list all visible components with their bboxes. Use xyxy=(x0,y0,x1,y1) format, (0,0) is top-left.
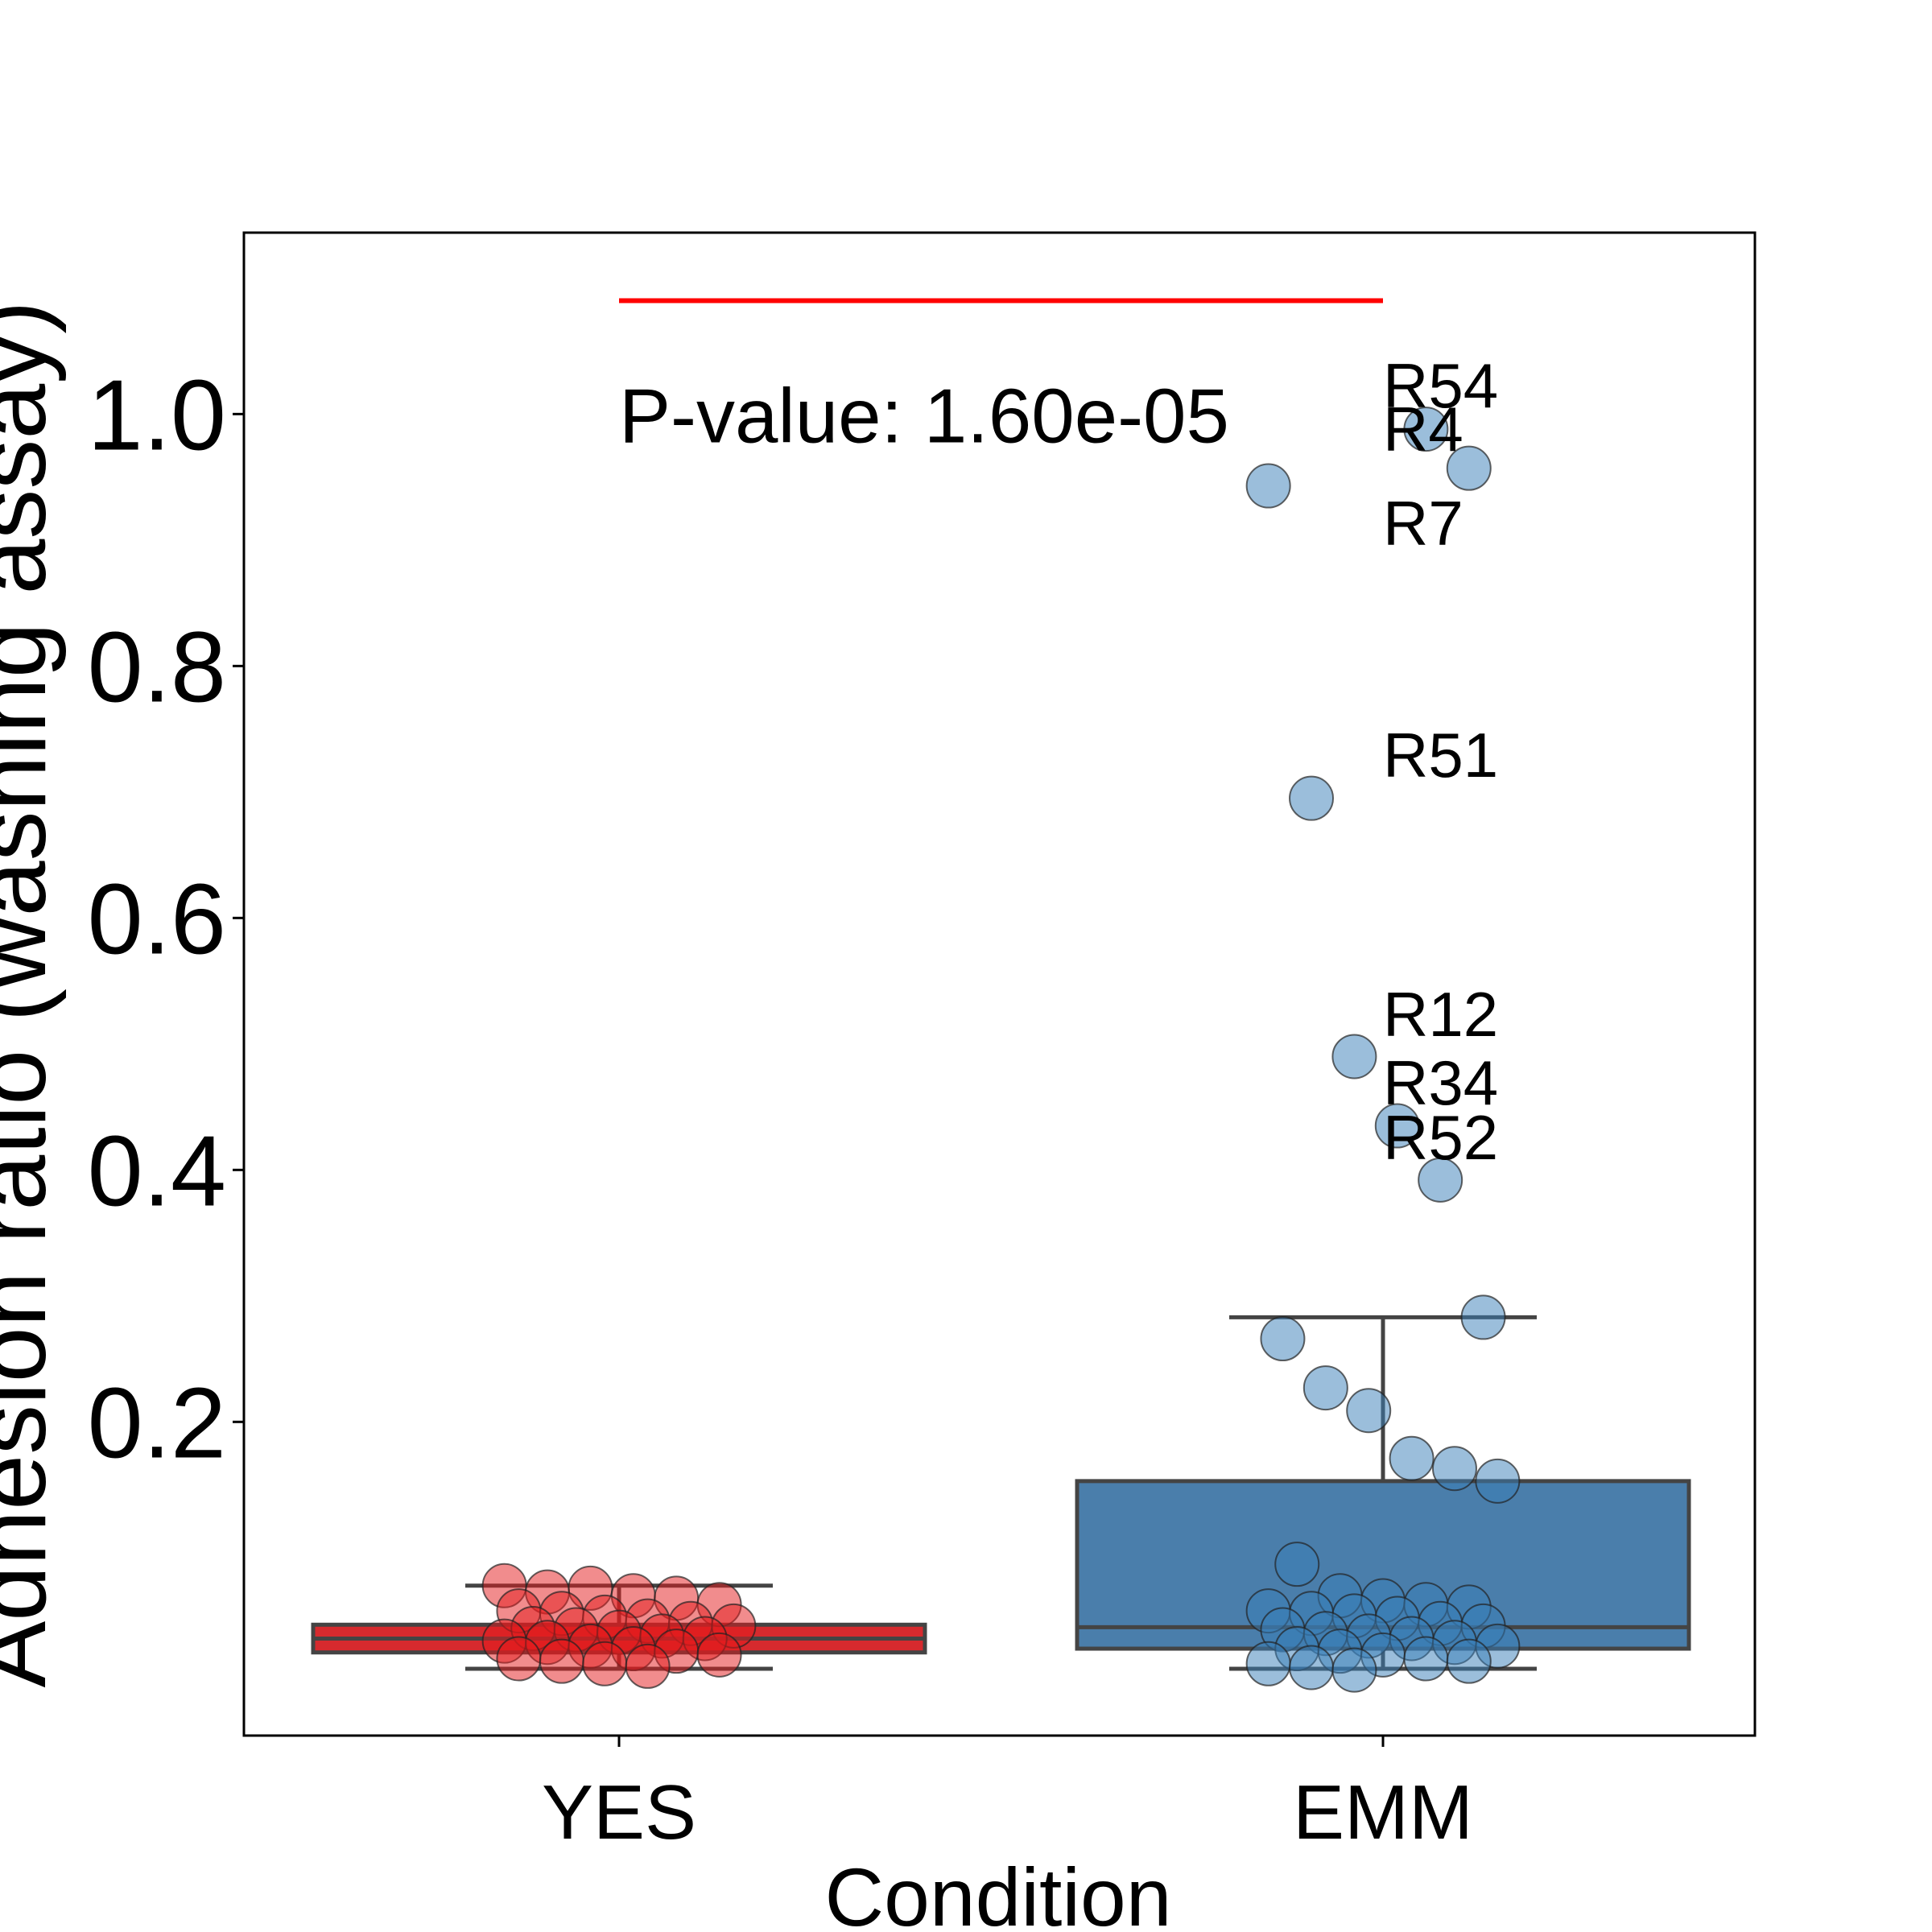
data-point xyxy=(496,1636,542,1682)
data-point xyxy=(1245,463,1291,509)
point-label: R7 xyxy=(1383,488,1463,559)
data-point xyxy=(1245,1641,1291,1686)
data-point xyxy=(539,1638,584,1684)
data-point xyxy=(1475,1458,1521,1504)
point-label: R51 xyxy=(1383,720,1498,791)
data-point xyxy=(582,1641,628,1686)
point-label: R54 xyxy=(1383,350,1498,421)
data-point xyxy=(1331,1647,1377,1693)
data-point xyxy=(1431,1446,1477,1492)
p-value: P-value: 1.60e-05 xyxy=(619,374,1229,460)
data-point xyxy=(696,1632,742,1678)
y-tick-label: 0.8 xyxy=(88,612,226,723)
plot-frame xyxy=(242,231,1757,1737)
x-tick-label: YES xyxy=(542,1769,696,1856)
point-label: R12 xyxy=(1383,979,1498,1050)
data-point xyxy=(1446,1638,1492,1684)
x-tick-label: EMM xyxy=(1293,1769,1473,1856)
data-point xyxy=(1374,1103,1420,1149)
point-label: R34 xyxy=(1383,1047,1498,1118)
data-point xyxy=(1446,445,1492,491)
data-point xyxy=(1403,1636,1449,1682)
point-label: R4 xyxy=(1383,394,1463,464)
y-axis-label: Adhesion ratio (washing assay) xyxy=(0,300,67,1687)
data-point xyxy=(1289,1645,1335,1690)
y-tick-label: 0.6 xyxy=(88,864,226,975)
data-point xyxy=(1418,1157,1463,1203)
data-point xyxy=(1302,1365,1348,1411)
y-tick-label: 0.2 xyxy=(88,1368,226,1479)
data-point xyxy=(1331,1034,1377,1080)
data-point xyxy=(1274,1542,1320,1587)
data-point xyxy=(1346,1388,1392,1434)
data-point xyxy=(625,1643,671,1689)
x-axis-label: Condition xyxy=(825,1852,1172,1932)
y-tick-label: 1.0 xyxy=(88,360,226,471)
y-tick-label: 0.4 xyxy=(88,1116,226,1227)
data-point xyxy=(1403,407,1449,452)
data-point xyxy=(1460,1294,1506,1340)
data-point xyxy=(1260,1316,1306,1362)
point-label: R52 xyxy=(1383,1102,1498,1173)
data-point xyxy=(1389,1435,1435,1481)
data-point xyxy=(1289,775,1335,821)
